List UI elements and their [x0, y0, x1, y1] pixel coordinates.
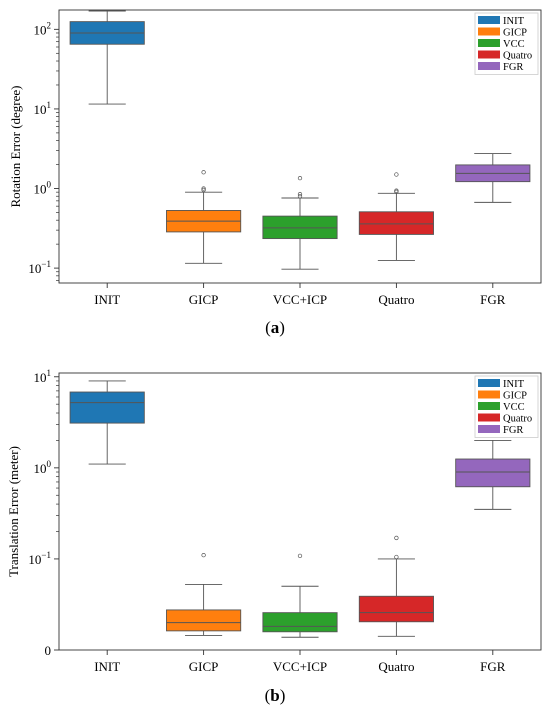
- legend-label: FGR: [503, 425, 523, 436]
- x-tick-label: VCC+ICP: [273, 659, 327, 674]
- legend-swatch: [478, 379, 500, 387]
- box-fgr: [455, 153, 531, 203]
- box-iqr: [358, 595, 434, 623]
- x-tick-label: INIT: [94, 292, 120, 307]
- x-tick-label: VCC+ICP: [273, 292, 327, 307]
- legend-label: INIT: [503, 16, 525, 27]
- y-axis-label: Rotation Error (degree): [8, 85, 23, 207]
- legend-swatch: [478, 27, 500, 36]
- legend-swatch: [478, 413, 500, 422]
- outlier-point: [201, 170, 206, 175]
- legend-label: VCC: [503, 39, 525, 50]
- outlier-point: [394, 554, 399, 560]
- legend-swatch: [478, 16, 500, 24]
- x-tick-label: FGR: [480, 292, 506, 307]
- y-tick-label: 0: [45, 643, 52, 658]
- translation-error-chart: 0 10−1 100 101 Translation Error (meter) INIT…: [6, 368, 542, 674]
- outlier-point: [297, 191, 303, 197]
- legend-label: INIT: [503, 379, 525, 390]
- box-iqr: [455, 458, 531, 488]
- box-init: [69, 10, 145, 105]
- x-tick-label: GICP: [189, 292, 219, 307]
- y-tick-label: 10−1: [28, 550, 51, 567]
- box-gicp: [166, 553, 242, 636]
- outlier-point: [297, 175, 303, 181]
- y-tick-label: 100: [34, 459, 52, 476]
- x-tick-label: FGR: [480, 659, 506, 674]
- legend-label: Quatro: [503, 51, 532, 62]
- box-gicp: [166, 170, 242, 264]
- outlier-point: [297, 194, 303, 199]
- box-quatro: [358, 172, 434, 261]
- panel-label-a: (a): [265, 318, 285, 337]
- legend-swatch: [478, 62, 500, 70]
- legend-label: GICP: [503, 391, 527, 402]
- box-iqr: [69, 391, 145, 424]
- outlier-point: [394, 188, 399, 193]
- legend-label: VCC: [503, 402, 525, 413]
- legend-label: Quatro: [503, 414, 532, 425]
- outlier-point: [201, 553, 206, 558]
- x-tick-label: INIT: [94, 659, 120, 674]
- y-tick-label: 100: [34, 180, 52, 197]
- outlier-point: [201, 187, 206, 193]
- outlier-point: [394, 172, 399, 177]
- outlier-point: [394, 535, 399, 541]
- y-tick-label: 101: [34, 368, 52, 385]
- box-fgr: [455, 439, 531, 510]
- y-tick-label: 101: [34, 100, 52, 117]
- outlier-point: [201, 186, 206, 191]
- x-tick-label: Quatro: [378, 292, 414, 307]
- y-axis-label: Translation Error (meter): [6, 446, 21, 577]
- box-iqr: [262, 612, 338, 633]
- box-vcc-icp: [262, 175, 338, 270]
- legend-swatch: [478, 402, 500, 410]
- x-tick-label: Quatro: [378, 659, 414, 674]
- y-tick-label: 102: [34, 20, 52, 37]
- box-iqr: [166, 609, 242, 632]
- x-tick-label: GICP: [189, 659, 219, 674]
- legend-label: GICP: [503, 28, 527, 39]
- rotation-error-chart: 10−1 100 101 102 Rotation Error (degree) INIT…: [8, 9, 542, 307]
- y-tick-label: 10−1: [28, 259, 51, 276]
- legend-swatch: [478, 39, 500, 47]
- legend-swatch: [478, 50, 500, 59]
- outlier-point: [297, 553, 303, 559]
- box-iqr: [262, 215, 338, 240]
- box-iqr: [358, 211, 434, 235]
- box-vcc-icp: [262, 553, 338, 638]
- box-init: [69, 380, 145, 465]
- legend-swatch: [478, 425, 500, 433]
- box-quatro: [358, 535, 434, 637]
- panel-label-b: (b): [264, 686, 286, 705]
- legend-swatch: [478, 390, 500, 399]
- legend-label: FGR: [503, 62, 523, 73]
